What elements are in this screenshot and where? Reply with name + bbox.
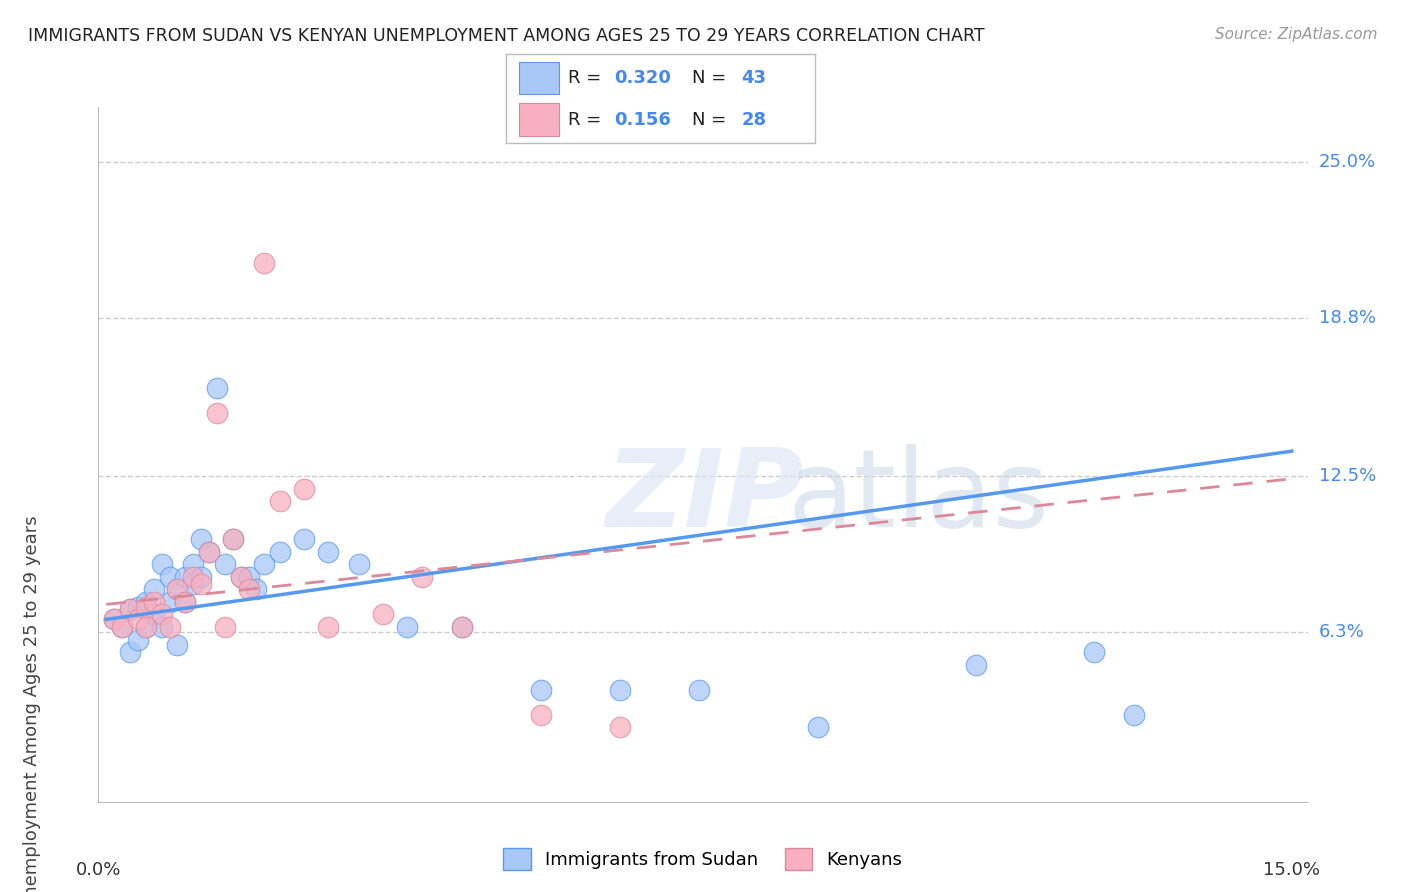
Legend: Immigrants from Sudan, Kenyans: Immigrants from Sudan, Kenyans: [496, 841, 910, 877]
Point: [688, 682, 710, 697]
Point: [118, 602, 141, 616]
Point: [142, 595, 165, 609]
Point: [205, 381, 228, 395]
Point: [198, 544, 221, 558]
Point: [347, 557, 370, 571]
Text: 0.156: 0.156: [614, 111, 671, 128]
Point: [269, 494, 291, 508]
Point: [292, 482, 315, 496]
Point: [214, 557, 236, 571]
Text: 0.320: 0.320: [614, 69, 671, 87]
Point: [411, 570, 433, 584]
Point: [222, 532, 245, 546]
Point: [103, 612, 125, 626]
Point: [103, 612, 125, 626]
Text: Source: ZipAtlas.com: Source: ZipAtlas.com: [1215, 27, 1378, 42]
Point: [214, 620, 236, 634]
Point: [111, 620, 134, 634]
Point: [253, 256, 276, 270]
Point: [181, 557, 204, 571]
Point: [198, 544, 221, 558]
Point: [316, 620, 339, 634]
Point: [238, 570, 260, 584]
Point: [159, 620, 181, 634]
Text: N =: N =: [692, 69, 731, 87]
Point: [174, 570, 197, 584]
Text: 6.3%: 6.3%: [1319, 623, 1364, 641]
Text: N =: N =: [692, 111, 731, 128]
Point: [245, 582, 267, 597]
Point: [166, 638, 188, 652]
Text: R =: R =: [568, 69, 607, 87]
Point: [229, 570, 252, 584]
Point: [135, 595, 157, 609]
Point: [142, 582, 165, 597]
Point: [238, 582, 260, 597]
Point: [118, 645, 141, 659]
Text: 0.0%: 0.0%: [76, 861, 121, 879]
Point: [181, 577, 204, 591]
Text: IMMIGRANTS FROM SUDAN VS KENYAN UNEMPLOYMENT AMONG AGES 25 TO 29 YEARS CORRELATI: IMMIGRANTS FROM SUDAN VS KENYAN UNEMPLOY…: [28, 27, 984, 45]
Bar: [519, 103, 558, 136]
Point: [135, 620, 157, 634]
Text: Unemployment Among Ages 25 to 29 years: Unemployment Among Ages 25 to 29 years: [22, 515, 41, 892]
Bar: [519, 62, 558, 94]
Point: [395, 620, 418, 634]
Point: [371, 607, 394, 622]
Point: [269, 544, 291, 558]
Point: [609, 682, 631, 697]
Point: [965, 657, 987, 672]
Point: [190, 577, 212, 591]
Text: 25.0%: 25.0%: [1319, 153, 1376, 171]
Text: ZIP: ZIP: [606, 443, 804, 549]
Text: 12.5%: 12.5%: [1319, 467, 1376, 485]
Point: [166, 582, 188, 597]
Point: [159, 595, 181, 609]
Point: [292, 532, 315, 546]
Point: [316, 544, 339, 558]
Point: [118, 602, 141, 616]
Point: [150, 620, 173, 634]
Text: 43: 43: [741, 69, 766, 87]
Text: 18.8%: 18.8%: [1319, 309, 1375, 327]
Point: [142, 607, 165, 622]
Point: [174, 595, 197, 609]
Point: [181, 570, 204, 584]
Point: [807, 721, 830, 735]
Point: [222, 532, 245, 546]
Point: [111, 620, 134, 634]
Point: [135, 620, 157, 634]
Point: [451, 620, 474, 634]
Point: [150, 607, 173, 622]
Point: [229, 570, 252, 584]
Text: atlas: atlas: [787, 443, 1050, 549]
Point: [127, 599, 149, 614]
Point: [451, 620, 474, 634]
Point: [127, 632, 149, 647]
Point: [530, 707, 553, 722]
Point: [127, 612, 149, 626]
Point: [205, 407, 228, 421]
Point: [135, 599, 157, 614]
Point: [150, 557, 173, 571]
Point: [609, 721, 631, 735]
Text: 15.0%: 15.0%: [1263, 861, 1320, 879]
Point: [1122, 707, 1144, 722]
Point: [190, 570, 212, 584]
Text: R =: R =: [568, 111, 607, 128]
Point: [1083, 645, 1105, 659]
Point: [190, 532, 212, 546]
Point: [166, 582, 188, 597]
Text: 28: 28: [741, 111, 766, 128]
Point: [159, 570, 181, 584]
Point: [530, 682, 553, 697]
Point: [253, 557, 276, 571]
Point: [174, 595, 197, 609]
